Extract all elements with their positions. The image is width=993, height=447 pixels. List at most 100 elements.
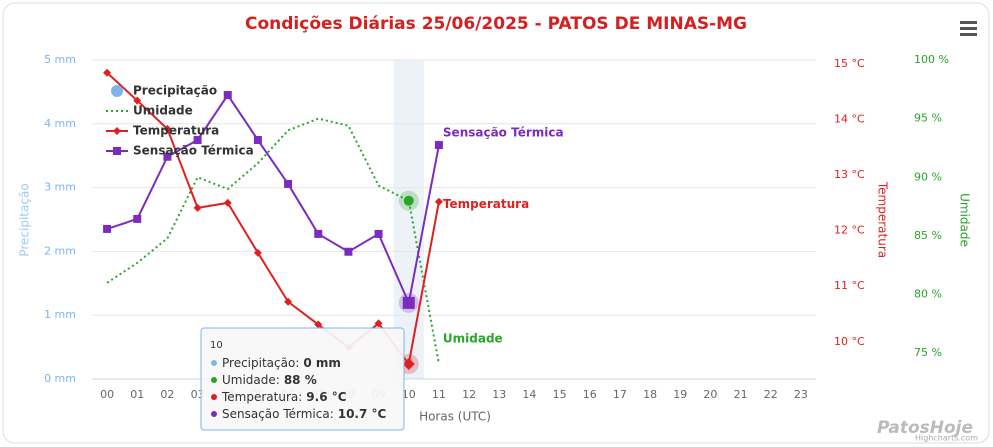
tooltip-value: 9.6 °C <box>306 390 346 404</box>
point <box>374 229 383 238</box>
x-tick-label: 20 <box>703 388 717 401</box>
point <box>253 248 262 257</box>
point <box>223 198 232 207</box>
point <box>434 141 443 150</box>
menu-button[interactable] <box>960 21 977 36</box>
y3-tick-label: 75 % <box>914 346 942 359</box>
legend-label: Temperatura <box>133 124 219 138</box>
y3-tick-label: 100 % <box>914 53 949 66</box>
line <box>106 93 440 307</box>
tooltip-dot <box>211 360 217 366</box>
menu-bar <box>960 33 977 36</box>
x-tick-label: 12 <box>462 388 476 401</box>
point <box>434 197 443 206</box>
point <box>403 195 414 206</box>
series-end-label: Sensação Térmica <box>443 126 564 140</box>
x-tick-label: 21 <box>734 388 748 401</box>
y2-axis-title: Temperatura <box>876 181 890 258</box>
tooltip-row: Temperatura: 9.6 °C <box>221 390 347 404</box>
line <box>106 117 440 364</box>
x-tick-label: 19 <box>673 388 687 401</box>
legend-item[interactable]: Temperatura <box>106 124 219 138</box>
tooltip-label: Precipitação: <box>222 356 299 370</box>
x-tick-label: 10 <box>402 388 416 401</box>
tooltip-row: Umidade: 88 % <box>222 373 317 387</box>
tooltip-row: Precipitação: 0 mm <box>222 356 341 370</box>
x-tick-label: 14 <box>522 388 536 401</box>
x-tick-label: 18 <box>643 388 657 401</box>
point <box>193 203 202 212</box>
point <box>223 91 232 100</box>
point <box>103 68 112 77</box>
y3-tick-label: 85 % <box>914 229 942 242</box>
tooltip-row: Sensação Térmica: 10.7 °C <box>222 407 387 421</box>
y-tick-label: 3 mm <box>44 181 76 194</box>
series-end-label: Temperatura <box>443 197 529 211</box>
crosshair <box>393 60 424 379</box>
point <box>133 96 142 105</box>
y3-axis-title: Umidade <box>958 193 972 247</box>
y-tick-label: 1 mm <box>44 308 76 321</box>
y2-tick-label: 12 °C <box>834 224 865 237</box>
y-tick-label: 4 mm <box>44 117 76 130</box>
legend-symbol <box>113 127 121 135</box>
x-tick-label: 02 <box>160 388 174 401</box>
menu-bar <box>960 21 977 24</box>
y2-tick-label: 15 °C <box>834 57 865 70</box>
point <box>314 229 323 238</box>
point <box>284 297 293 306</box>
tooltip-dot <box>211 394 217 400</box>
y-tick-label: 5 mm <box>44 53 76 66</box>
point <box>163 152 172 161</box>
x-tick-label: 13 <box>492 388 506 401</box>
x-tick-label: 17 <box>613 388 627 401</box>
legend-item[interactable]: Precipitação <box>111 84 217 98</box>
legend-label: Sensação Térmica <box>133 144 254 158</box>
legend-symbol <box>111 85 123 97</box>
tooltip-label: Sensação Térmica: <box>222 407 334 421</box>
point <box>314 320 323 329</box>
series-end-label: Umidade <box>443 331 503 345</box>
tooltip-box <box>200 327 405 431</box>
y3-tick-label: 80 % <box>914 288 942 301</box>
y3-tick-label: 90 % <box>914 170 942 183</box>
x-tick-label: 16 <box>583 388 597 401</box>
point <box>402 296 415 309</box>
point <box>284 179 293 188</box>
x-axis-title: Horas (UTC) <box>419 410 491 424</box>
x-tick-label: 00 <box>100 388 114 401</box>
tooltip-label: Temperatura: <box>221 390 302 404</box>
legend-item[interactable]: Umidade <box>106 104 193 118</box>
point <box>402 357 415 370</box>
credit: Highcharts.com <box>915 434 978 443</box>
y2-tick-label: 10 °C <box>834 335 865 348</box>
legend-label: Precipitação <box>133 84 217 98</box>
y-tick-label: 2 mm <box>44 244 76 257</box>
point <box>344 247 353 256</box>
point <box>374 319 383 328</box>
legend-label: Umidade <box>133 104 193 118</box>
point <box>133 214 142 223</box>
point <box>253 136 262 145</box>
watermark: PatosHoje <box>877 418 973 438</box>
tooltip-header: 10 <box>210 340 223 351</box>
x-tick-label: 23 <box>794 388 808 401</box>
legend-item[interactable]: Sensação Térmica <box>106 144 254 158</box>
chart-title: Condições Diárias 25/06/2025 - PATOS DE … <box>245 14 747 34</box>
y3-tick-label: 95 % <box>914 112 942 125</box>
y2-tick-label: 11 °C <box>834 279 865 292</box>
point <box>163 124 172 133</box>
tooltip-dot <box>211 411 217 417</box>
tooltip: 10 Precipitação: 0 mm Umidade: 88 % Temperatu… <box>200 327 405 431</box>
tooltip-label: Umidade: <box>222 373 280 387</box>
menu-bar <box>960 27 977 30</box>
x-tick-label: 01 <box>130 388 144 401</box>
tooltip-dot <box>211 377 217 383</box>
tooltip-value: 10.7 °C <box>338 407 387 421</box>
x-tick-label: 15 <box>553 388 567 401</box>
legend-symbol <box>113 147 121 155</box>
y-tick-label: 0 mm <box>44 372 76 385</box>
tooltip-value: 0 mm <box>303 356 341 370</box>
y2-tick-label: 13 °C <box>834 168 865 181</box>
